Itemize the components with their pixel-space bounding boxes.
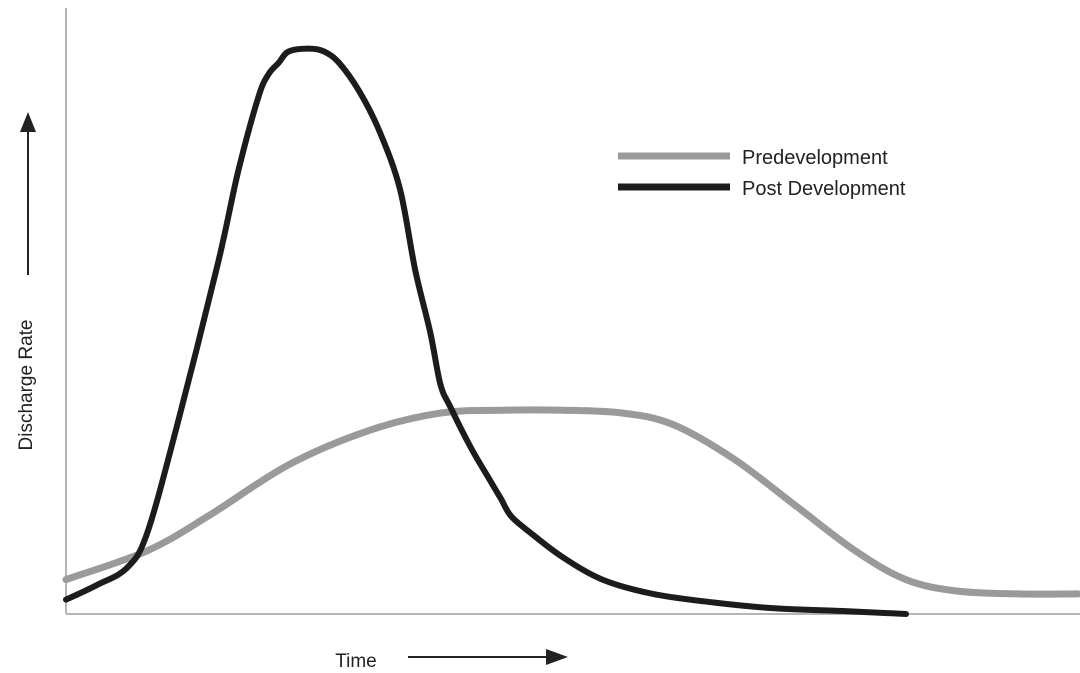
x-axis-arrow-icon bbox=[546, 649, 568, 665]
series-line-predevelopment bbox=[62, 406, 1080, 598]
legend-label-post-development: Post Development bbox=[742, 178, 906, 200]
x-axis-label: Time bbox=[335, 651, 377, 672]
x-axis-label-group: Time bbox=[335, 649, 568, 672]
y-axis-label-group: Discharge Rate bbox=[16, 112, 37, 450]
y-axis-arrow-icon bbox=[20, 112, 36, 132]
legend: Predevelopment Post Development bbox=[618, 147, 906, 200]
y-axis-label: Discharge Rate bbox=[16, 320, 37, 451]
series-line-post-development bbox=[63, 45, 909, 617]
legend-label-predevelopment: Predevelopment bbox=[742, 147, 888, 169]
